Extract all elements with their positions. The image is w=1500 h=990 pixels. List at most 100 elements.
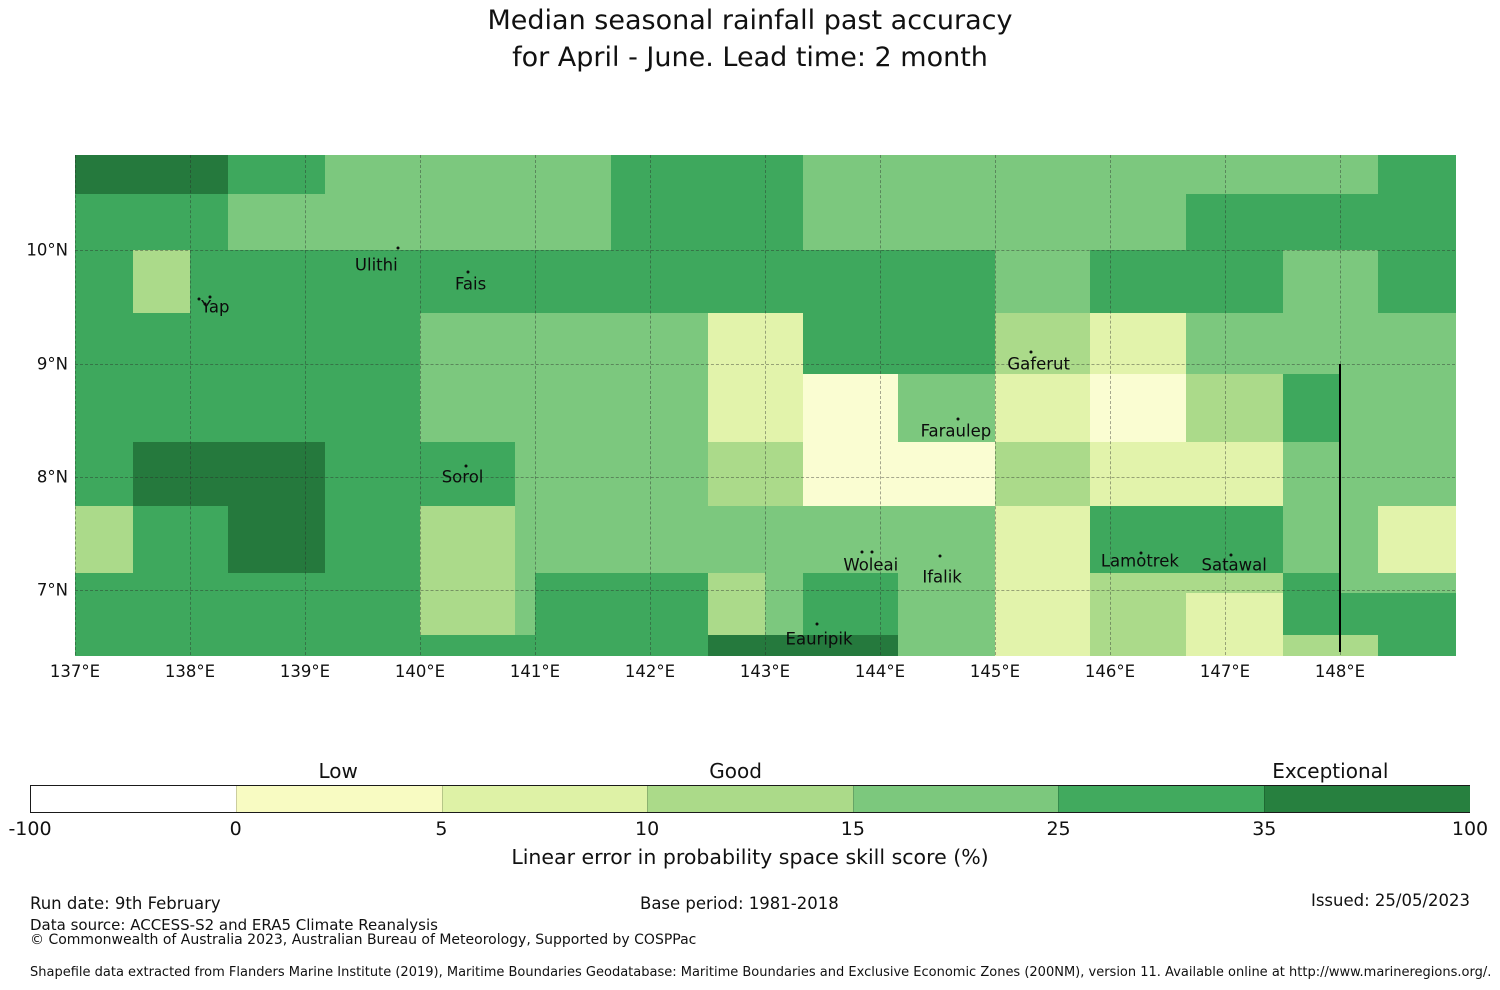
x-axis-tick-label: 142°E xyxy=(624,662,676,681)
grid-line-vertical xyxy=(880,155,881,655)
map-cell xyxy=(1282,441,1456,508)
colorbar-segment xyxy=(236,786,443,812)
issued-date-text: Issued: 25/05/2023 xyxy=(1310,891,1470,910)
map-cell xyxy=(1090,592,1187,636)
island-dot xyxy=(938,554,942,558)
map-cell xyxy=(802,441,996,508)
x-axis-tick-label: 144°E xyxy=(854,662,906,681)
map-cell xyxy=(707,441,804,508)
map-cell xyxy=(802,373,899,443)
grid-line-vertical xyxy=(765,155,766,655)
island-label: Fais xyxy=(454,274,487,294)
island-dot xyxy=(860,550,864,554)
run-date-text: Run date: 9th February xyxy=(30,894,221,913)
map-cell xyxy=(75,592,421,636)
island-label: Gaferut xyxy=(1007,354,1070,374)
map-cell xyxy=(132,441,326,508)
map-cell xyxy=(75,250,134,314)
map-cell xyxy=(1185,312,1456,375)
x-axis-tick-label: 146°E xyxy=(1084,662,1136,681)
map-cell xyxy=(898,634,996,656)
map-cell xyxy=(1185,193,1456,251)
grid-line-vertical xyxy=(305,155,306,655)
map-cell xyxy=(707,373,804,443)
map-cell xyxy=(1377,155,1456,195)
island-label: Satawal xyxy=(1201,555,1267,575)
map-cell xyxy=(227,506,326,574)
island-dot xyxy=(1139,551,1143,555)
x-axis-tick-label: 137°E xyxy=(49,662,101,681)
map-cell xyxy=(420,592,517,636)
island-label: Yap xyxy=(201,297,230,317)
island-dot xyxy=(1229,553,1233,557)
map-cell xyxy=(765,592,804,636)
colorbar-segment xyxy=(647,786,854,812)
map-cell xyxy=(1090,506,1284,574)
map-cell xyxy=(515,441,709,508)
map-cell xyxy=(707,592,766,636)
island-label: Sorol xyxy=(441,467,484,487)
colorbar-tick-label: 0 xyxy=(229,818,242,840)
data-source-text: Data source: ACCESS-S2 and ERA5 Climate … xyxy=(30,916,438,934)
island-dot xyxy=(1029,350,1033,354)
map-cell xyxy=(995,634,1092,656)
maritime-boundary-line xyxy=(1339,363,1341,652)
x-axis-tick-label: 138°E xyxy=(164,662,216,681)
island-dot xyxy=(956,417,960,421)
map-cell xyxy=(132,250,191,314)
map-cell xyxy=(535,573,709,594)
grid-line-horizontal xyxy=(75,363,1455,365)
colorbar xyxy=(30,785,1470,813)
island-label: Woleai xyxy=(843,555,899,575)
copyright-text: © Commonwealth of Australia 2023, Austra… xyxy=(30,932,697,948)
map-cell xyxy=(802,592,899,636)
map-cell xyxy=(75,193,229,251)
island-dot xyxy=(197,297,201,301)
map-cell xyxy=(995,441,1092,508)
colorbar-segment xyxy=(1263,786,1470,812)
map-cell xyxy=(227,193,612,251)
map-cell xyxy=(420,373,709,443)
island-dot xyxy=(203,302,207,306)
x-axis-tick-label: 147°E xyxy=(1199,662,1251,681)
map-cell xyxy=(898,592,996,636)
map-cell xyxy=(995,592,1092,636)
map-cell xyxy=(515,592,536,636)
map-cell xyxy=(802,312,996,375)
map-cell xyxy=(75,506,134,574)
island-dot xyxy=(466,270,470,274)
map-cell xyxy=(420,506,517,574)
map-cell xyxy=(515,506,996,574)
grid-line-vertical xyxy=(75,155,76,655)
base-period-text: Base period: 1981-2018 xyxy=(640,894,839,913)
grid-line-horizontal xyxy=(75,250,1455,252)
colorbar-category-label: Exceptional xyxy=(1272,759,1389,783)
map-cell xyxy=(1185,634,1284,656)
map-cell xyxy=(1282,250,1379,314)
map-cell xyxy=(227,155,326,195)
map-cell xyxy=(1282,506,1379,574)
map-cell xyxy=(995,312,1092,375)
map-cell xyxy=(75,373,421,443)
colorbar-category-label: Low xyxy=(318,759,358,783)
map-cell xyxy=(1090,573,1284,594)
map-cell xyxy=(324,506,421,574)
grid-line-vertical xyxy=(1225,155,1226,655)
colorbar-tick-label: -100 xyxy=(8,818,52,840)
rainfall-skill-map: Yap Ulithi Fais Sorol Gaferut Faraulep Woleai I… xyxy=(75,155,1456,656)
map-cell xyxy=(75,312,421,375)
island-label: Eauripik xyxy=(785,629,853,649)
map-cell xyxy=(190,250,996,314)
map-cell xyxy=(324,441,517,508)
map-cell xyxy=(1340,573,1456,594)
grid-line-horizontal xyxy=(75,476,1455,478)
map-cell xyxy=(75,155,229,195)
map-cell xyxy=(707,634,899,656)
map-cell xyxy=(132,506,229,574)
y-axis-tick-label: 7°N xyxy=(36,580,68,600)
map-cell xyxy=(1340,373,1456,443)
grid-line-vertical xyxy=(1110,155,1111,655)
island-dot xyxy=(208,295,212,299)
map-cell xyxy=(898,373,996,443)
